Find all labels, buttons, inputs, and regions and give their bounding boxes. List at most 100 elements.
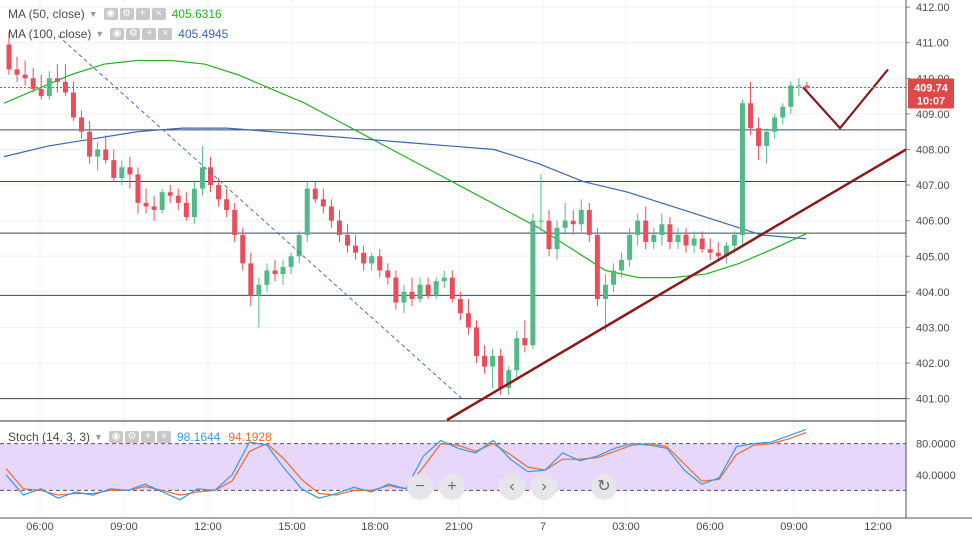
candle bbox=[272, 259, 278, 282]
time-tick-label: 09:00 bbox=[110, 521, 138, 533]
time-tick-label: 06:00 bbox=[26, 521, 54, 533]
candle-body bbox=[594, 234, 600, 299]
candle bbox=[409, 277, 415, 307]
candle bbox=[240, 227, 246, 271]
gear-icon[interactable]: ⚙ bbox=[119, 8, 134, 20]
drawings[interactable] bbox=[0, 35, 907, 422]
candle bbox=[6, 32, 12, 75]
candle-body bbox=[796, 85, 802, 87]
candle bbox=[449, 270, 455, 303]
candle bbox=[87, 121, 93, 164]
candle-body bbox=[183, 202, 189, 218]
candle bbox=[417, 277, 423, 303]
zoom-out-button[interactable]: − bbox=[407, 474, 433, 500]
candle-body bbox=[14, 69, 20, 75]
candle bbox=[393, 270, 399, 310]
price-tick-label: 402.00 bbox=[916, 358, 950, 370]
candle-body bbox=[30, 78, 36, 89]
candle bbox=[183, 192, 189, 221]
candle bbox=[473, 320, 479, 364]
candle-body bbox=[70, 92, 76, 118]
eye-icon[interactable]: ◉ bbox=[110, 28, 125, 40]
candle-body bbox=[546, 220, 552, 250]
candle bbox=[611, 263, 616, 292]
price-tick-label: 411.00 bbox=[916, 38, 949, 50]
legend-ma100-label: MA (100, close) bbox=[8, 27, 92, 41]
candle-body bbox=[79, 117, 85, 132]
candle-body bbox=[111, 160, 117, 178]
candle bbox=[256, 277, 262, 328]
candle-body bbox=[490, 355, 496, 367]
close-icon[interactable]: × bbox=[151, 8, 166, 20]
close-icon[interactable]: × bbox=[158, 28, 173, 40]
candle bbox=[490, 348, 496, 388]
candle bbox=[546, 210, 552, 257]
candle-body bbox=[635, 220, 641, 235]
eye-icon[interactable]: ◉ bbox=[103, 8, 118, 20]
zoom-in-button[interactable]: + bbox=[439, 474, 465, 500]
candles[interactable] bbox=[6, 32, 810, 396]
price-tick-label: 407.00 bbox=[916, 180, 950, 192]
time-tick-label: 09:00 bbox=[780, 521, 808, 533]
candle-body bbox=[715, 252, 721, 257]
time-tick-label: 12:00 bbox=[194, 521, 222, 533]
candle bbox=[699, 231, 705, 253]
gear-icon[interactable]: ⚙ bbox=[126, 28, 141, 40]
candle-body bbox=[353, 245, 359, 253]
candle-body bbox=[240, 234, 246, 264]
candle bbox=[208, 156, 213, 193]
candle-body bbox=[280, 266, 286, 275]
legend-stoch-k-value: 98.1644 bbox=[176, 430, 221, 444]
candle bbox=[288, 252, 294, 275]
candle bbox=[514, 331, 520, 378]
candle-body bbox=[345, 234, 351, 246]
candle bbox=[562, 202, 568, 235]
chevron-down-icon[interactable]: ▼ bbox=[94, 432, 103, 442]
candle-body bbox=[498, 355, 504, 388]
eye-icon[interactable]: ◉ bbox=[108, 431, 123, 443]
candle bbox=[433, 277, 439, 299]
candle bbox=[264, 263, 270, 292]
candle-body bbox=[95, 149, 101, 157]
candle bbox=[627, 227, 633, 267]
close-icon[interactable]: × bbox=[156, 431, 171, 443]
plus-icon[interactable]: + bbox=[140, 431, 155, 443]
candle-body bbox=[288, 256, 294, 267]
candle-body bbox=[232, 210, 238, 235]
plus-icon[interactable]: + bbox=[142, 28, 157, 40]
candle-body bbox=[602, 284, 608, 299]
candle-body bbox=[401, 291, 407, 303]
candle-body bbox=[304, 188, 310, 235]
candle bbox=[369, 252, 375, 271]
candle bbox=[280, 259, 286, 285]
candle bbox=[570, 210, 576, 235]
candle-body bbox=[143, 202, 149, 207]
price-tick-label: 404.00 bbox=[916, 287, 950, 299]
candle-body bbox=[506, 370, 512, 388]
scroll-left-button[interactable]: ‹ bbox=[499, 474, 525, 500]
candle bbox=[345, 224, 351, 253]
candle bbox=[224, 188, 230, 218]
reset-chart-button[interactable]: ↻ bbox=[591, 474, 617, 500]
candle bbox=[175, 188, 181, 210]
chevron-down-icon[interactable]: ▼ bbox=[88, 9, 98, 19]
candle-body bbox=[336, 220, 342, 235]
candle-body bbox=[780, 106, 786, 118]
candle-body bbox=[256, 284, 262, 296]
ma100-line bbox=[3, 127, 807, 240]
candle-body bbox=[151, 206, 157, 210]
plus-icon[interactable]: + bbox=[135, 8, 150, 20]
candle bbox=[199, 145, 205, 196]
candle-body bbox=[38, 88, 44, 97]
candle bbox=[191, 181, 197, 225]
candle bbox=[151, 195, 157, 221]
candle-body bbox=[465, 313, 471, 328]
legend-ma50-value: 405.6316 bbox=[171, 7, 222, 21]
time-tick-label: 15:00 bbox=[278, 521, 306, 533]
price-tick-label: 401.00 bbox=[916, 394, 950, 406]
gear-icon[interactable]: ⚙ bbox=[124, 431, 139, 443]
chevron-down-icon[interactable]: ▼ bbox=[95, 29, 105, 39]
candle-body bbox=[514, 338, 520, 371]
scroll-right-button[interactable]: › bbox=[531, 474, 557, 500]
